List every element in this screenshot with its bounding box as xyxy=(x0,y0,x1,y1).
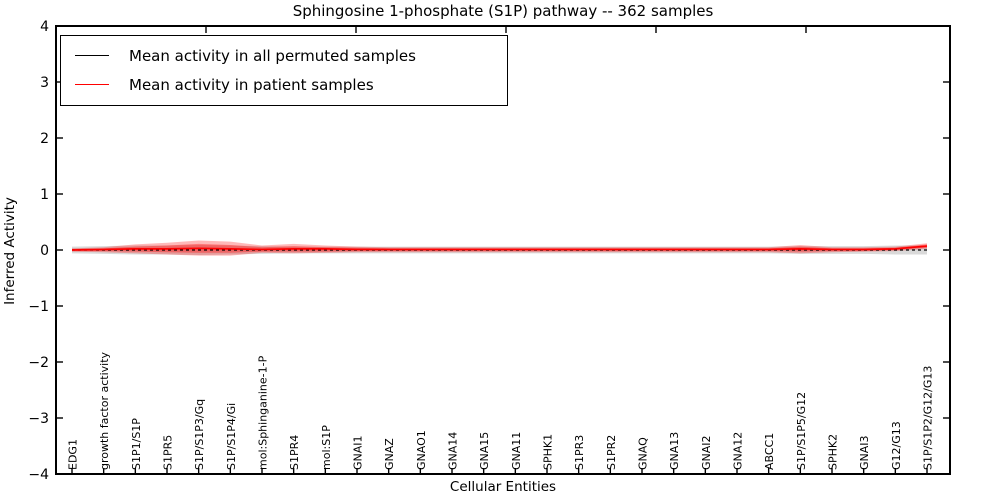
x-tick-label: mol:Sphinganine-1-P xyxy=(257,355,270,470)
legend: Mean activity in all permuted samples Me… xyxy=(60,35,508,106)
x-tick-label: growth factor activity xyxy=(98,351,111,470)
x-tick-label: GNAI2 xyxy=(700,435,713,470)
x-tick-label: S1P1/S1P xyxy=(130,418,143,470)
x-tick-label: mol:S1P xyxy=(320,425,333,470)
x-tick-label: S1PR4 xyxy=(288,435,301,470)
x-tick-label: GNA14 xyxy=(447,432,460,470)
x-tick-label: GNA15 xyxy=(478,432,491,470)
y-tick-label: −2 xyxy=(28,355,49,371)
x-tick-label: SPHK2 xyxy=(827,434,840,470)
legend-black-line-icon xyxy=(75,55,109,56)
x-tick-label: GNAQ xyxy=(637,437,650,470)
chart-title: Sphingosine 1-phosphate (S1P) pathway --… xyxy=(292,2,714,20)
x-tick-label: S1PR3 xyxy=(573,435,586,470)
x-tick-label: SPHK1 xyxy=(542,434,555,470)
x-tick-label: S1P/S1P2/G12/G13 xyxy=(922,366,935,470)
patient-std-band-outer xyxy=(72,240,927,256)
series-line-patient-mean xyxy=(71,245,928,251)
y-tick-label: −4 xyxy=(28,467,49,483)
x-tick-label: G12/G13 xyxy=(890,421,903,470)
legend-item-label: Mean activity in patient samples xyxy=(129,75,374,94)
x-tick-label: GNAI1 xyxy=(352,435,365,470)
y-tick-label: 0 xyxy=(40,243,49,259)
x-tick-label: ABCC1 xyxy=(763,433,776,470)
y-tick-label: 3 xyxy=(40,75,49,91)
y-tick-label: −3 xyxy=(28,411,49,427)
y-tick-label: 2 xyxy=(40,131,49,147)
y-tick-label: 4 xyxy=(40,19,49,35)
x-tick-label: GNA13 xyxy=(668,432,681,470)
legend-item-permuted: Mean activity in all permuted samples xyxy=(75,41,495,70)
x-axis-label: Cellular Entities xyxy=(449,479,557,495)
x-tick-label: S1P/S1P5/G12 xyxy=(795,392,808,470)
x-tick-label: EDG1 xyxy=(67,439,80,470)
x-tick-label: S1PR2 xyxy=(605,435,618,470)
y-tick-label: −1 xyxy=(28,299,49,315)
x-tick-label: S1PR5 xyxy=(162,435,175,470)
x-tick-label: GNA12 xyxy=(732,432,745,470)
legend-red-line-icon xyxy=(75,84,109,85)
patient-std-band-inner xyxy=(72,243,927,253)
x-tick-label: GNAO1 xyxy=(415,430,428,470)
legend-item-label: Mean activity in all permuted samples xyxy=(129,46,416,65)
x-tick-label: S1P/S1P4/Gi xyxy=(225,403,238,470)
x-tick-label: GNAZ xyxy=(383,438,396,470)
x-tick-label: GNA11 xyxy=(510,432,523,470)
x-tick-label: GNAI3 xyxy=(858,435,871,470)
y-tick-label: 1 xyxy=(40,187,49,203)
x-tick-label: S1P/S1P3/Gq xyxy=(193,399,206,470)
legend-item-patient: Mean activity in patient samples xyxy=(75,70,495,99)
